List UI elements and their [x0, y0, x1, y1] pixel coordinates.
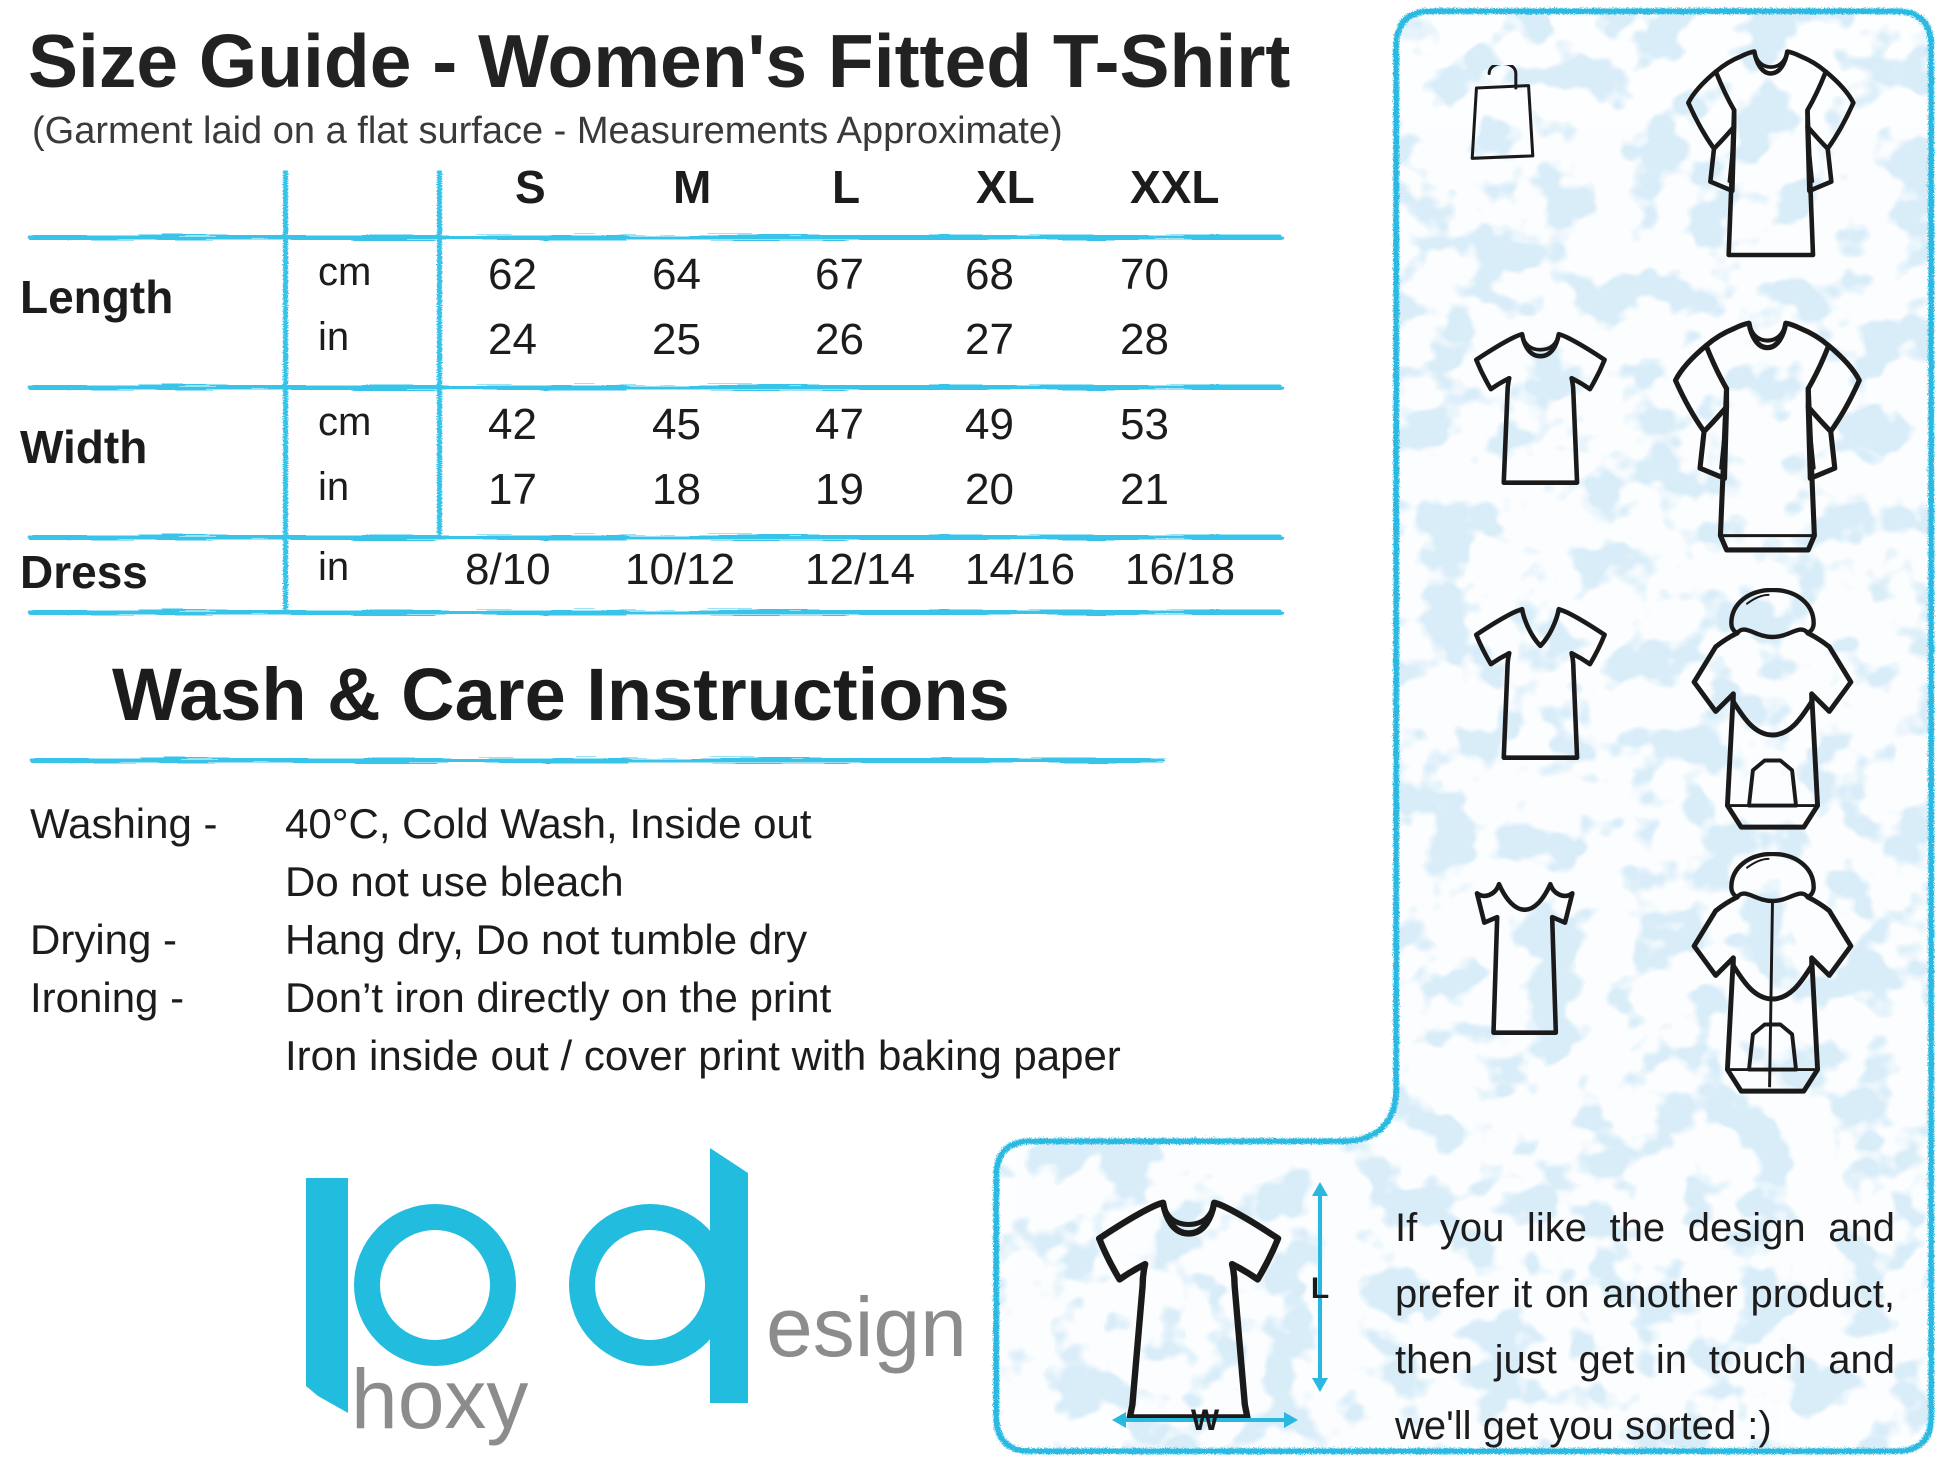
- svg-text:W: W: [1191, 1404, 1220, 1437]
- svg-text:L: L: [1311, 1272, 1329, 1305]
